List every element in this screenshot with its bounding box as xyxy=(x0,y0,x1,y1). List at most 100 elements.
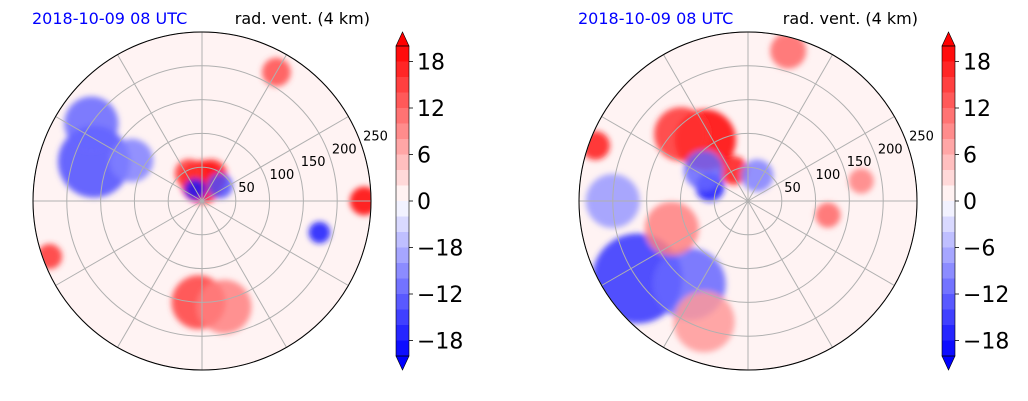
colorbar-segment xyxy=(396,247,409,264)
radial-tick-label: 200 xyxy=(332,142,357,157)
azimuth-gridline xyxy=(601,116,749,202)
colorbar-segment xyxy=(396,278,409,295)
azimuth-gridline xyxy=(201,54,287,202)
field-feature xyxy=(673,291,735,353)
colorbar-extend-min xyxy=(941,355,956,371)
colorbar-tick-label: 12 xyxy=(417,97,445,122)
colorbar-segment xyxy=(942,216,955,233)
azimuth-gridline xyxy=(747,54,833,202)
radial-tick-label: 150 xyxy=(301,155,326,170)
colorbar-segment xyxy=(396,216,409,233)
colorbar-extend-max xyxy=(941,31,956,47)
panel-2-colorbar: 18 12 6 0 −6 −12 −18 xyxy=(941,31,1009,371)
colorbar-segment xyxy=(396,108,409,124)
colorbar-segment xyxy=(942,201,955,217)
radial-tick-label: 100 xyxy=(816,168,841,183)
panel-2-field xyxy=(581,32,874,353)
colorbar-segment xyxy=(396,340,409,357)
field-feature xyxy=(741,159,774,192)
azimuth-gridline xyxy=(201,200,287,348)
azimuth-gridline xyxy=(747,200,833,348)
radial-tick-label: 150 xyxy=(847,155,872,170)
radial-tick-label: 50 xyxy=(784,181,801,196)
colorbar-segment xyxy=(942,232,955,248)
colorbar-segment xyxy=(396,123,409,140)
field-feature xyxy=(207,173,233,199)
colorbar-segment xyxy=(396,232,409,248)
colorbar-tick-label: −18 xyxy=(417,330,463,355)
panel-2-boundary xyxy=(578,31,918,371)
colorbar-tick-label: 18 xyxy=(963,51,991,76)
panel-2-radial-tick-labels: 50 100 150 200 250 xyxy=(784,129,934,196)
colorbar-segment xyxy=(396,325,409,341)
field-feature xyxy=(815,202,841,228)
colorbar-tick-label: −18 xyxy=(417,237,463,262)
colorbar-segment xyxy=(942,77,955,93)
colorbar-segment xyxy=(396,154,409,171)
azimuth-gridline xyxy=(601,200,749,286)
radial-tick-label: 100 xyxy=(270,168,295,183)
colorbar-segment xyxy=(396,46,409,62)
colorbar-tick-label: 0 xyxy=(963,190,977,215)
panel-2-grid xyxy=(578,31,918,371)
polar-panel-1: 2018-10-09 08 UTC rad. vent. (4 km) 50 10… xyxy=(32,9,388,371)
azimuth-gridline xyxy=(201,200,349,286)
field-feature xyxy=(654,107,709,162)
colorbar-tick-label: 6 xyxy=(417,144,431,169)
azimuth-gridline xyxy=(201,116,349,202)
panel-1-title-right: rad. vent. (4 km) xyxy=(235,9,370,28)
colorbar-segment xyxy=(942,325,955,341)
colorbar-extend-min xyxy=(395,355,410,371)
field-feature xyxy=(770,32,807,69)
colorbar-segment xyxy=(396,61,409,78)
colorbar-segment xyxy=(396,139,409,155)
colorbar-segment xyxy=(942,154,955,171)
colorbar-segment xyxy=(942,278,955,295)
panel-1-radial-tick-labels: 50 100 150 200 250 xyxy=(238,129,388,196)
colorbar-segment xyxy=(942,92,955,109)
colorbar-tick-label: −12 xyxy=(417,283,463,308)
azimuth-gridline xyxy=(663,54,749,202)
colorbar-segment xyxy=(942,340,955,357)
panel-2-title-right: rad. vent. (4 km) xyxy=(783,9,918,28)
colorbar-segment xyxy=(942,139,955,155)
azimuth-gridline xyxy=(55,116,203,202)
polar-panel-2: 2018-10-09 08 UTC rad. vent. (4 km) 50 10… xyxy=(578,9,934,371)
field-feature xyxy=(644,201,699,256)
azimuth-gridline xyxy=(747,116,895,202)
colorbar-segment xyxy=(396,170,409,186)
azimuth-gridline xyxy=(117,200,203,348)
colorbar-tick-label: 18 xyxy=(417,51,445,76)
field-feature xyxy=(848,168,874,194)
field-feature xyxy=(308,221,331,244)
colorbar-tick-label: −6 xyxy=(963,237,995,262)
colorbar-segment xyxy=(396,92,409,109)
field-feature xyxy=(36,243,63,270)
colorbar-segment xyxy=(396,201,409,217)
colorbar-tick-label: 6 xyxy=(963,144,977,169)
azimuth-gridline xyxy=(117,54,203,202)
colorbar-segment xyxy=(942,309,955,326)
field-feature xyxy=(197,279,252,334)
panel-1-boundary xyxy=(32,31,372,371)
colorbar-segment xyxy=(942,170,955,186)
colorbar-segment xyxy=(396,294,409,310)
colorbar-tick-label: 0 xyxy=(417,190,431,215)
radial-tick-label: 250 xyxy=(909,129,934,144)
colorbar-segment xyxy=(942,46,955,62)
azimuth-gridline xyxy=(747,200,895,286)
azimuth-gridline xyxy=(55,200,203,286)
colorbar-segment xyxy=(942,247,955,264)
colorbar-tick-label: 12 xyxy=(963,97,991,122)
colorbar-segment xyxy=(942,294,955,310)
colorbar-segment xyxy=(396,309,409,326)
colorbar-segment xyxy=(942,185,955,202)
colorbar-segment xyxy=(396,185,409,202)
colorbar-segment xyxy=(396,263,409,279)
radial-tick-label: 250 xyxy=(363,129,388,144)
colorbar-tick-label: −18 xyxy=(963,330,1009,355)
panel-1-colorbar: 18 12 6 0 −18 −12 −18 xyxy=(395,31,463,371)
colorbar-tick-label: −12 xyxy=(963,283,1009,308)
panel-2-title-left: 2018-10-09 08 UTC xyxy=(578,9,733,28)
